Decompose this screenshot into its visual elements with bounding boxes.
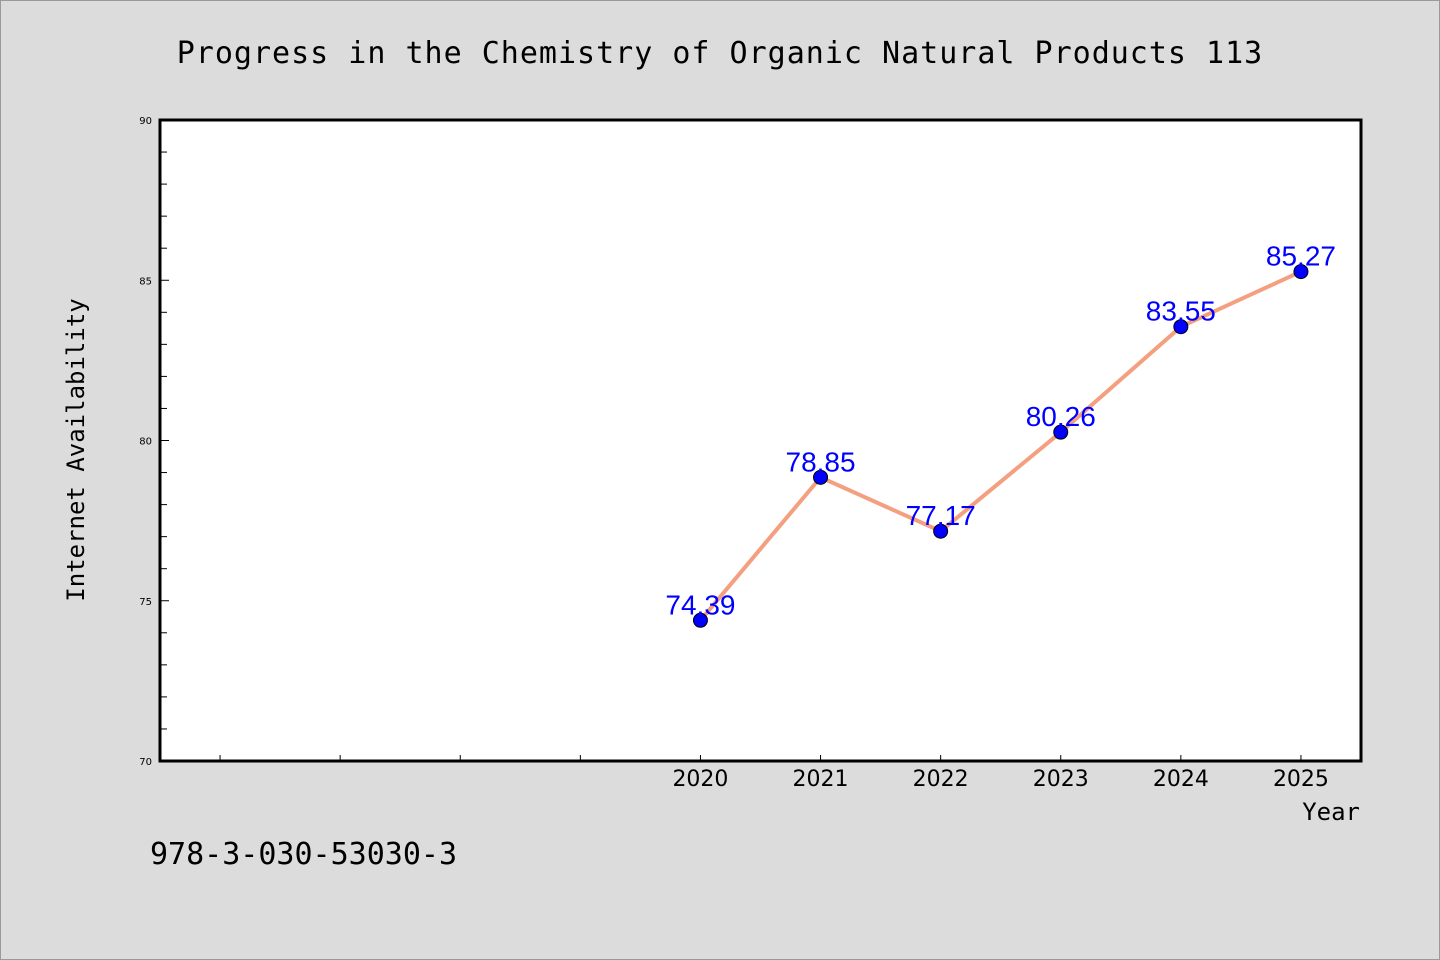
data-label: 74.39 — [665, 589, 735, 620]
data-point — [813, 469, 829, 485]
data-point — [692, 612, 708, 628]
isbn-text: 978-3-030-53030-3 — [150, 837, 457, 872]
x-tick-label: 2022 — [913, 767, 969, 792]
x-tick-label: 2025 — [1273, 767, 1329, 792]
data-point — [1053, 424, 1069, 440]
data-point — [1173, 319, 1189, 335]
y-tick-label: 80 — [139, 437, 152, 448]
y-tick-label: 85 — [139, 276, 152, 287]
data-label: 80.26 — [1026, 401, 1096, 432]
chart-title: Progress in the Chemistry of Organic Nat… — [177, 36, 1264, 71]
data-label: 77.17 — [906, 500, 976, 531]
data-label: 78.85 — [786, 446, 856, 477]
y-tick-label: 70 — [139, 757, 152, 768]
series-layer: 74.39 78.85 77.17 80.26 83.55 85.27 — [665, 241, 1336, 628]
x-axis-label: Year — [1302, 798, 1360, 826]
data-label: 83.55 — [1146, 296, 1216, 327]
x-axis-ticks: 2020 2021 2022 2023 2024 2025 — [219, 755, 1329, 792]
series-line — [698, 269, 1303, 623]
y-tick-label: 90 — [139, 116, 152, 127]
plot-area — [160, 120, 1361, 761]
x-tick-label: 2024 — [1153, 767, 1209, 792]
x-tick-label: 2021 — [793, 767, 849, 792]
data-point — [1293, 264, 1309, 280]
data-point — [933, 523, 949, 539]
x-tick-label: 2020 — [672, 767, 728, 792]
x-tick-label: 2023 — [1033, 767, 1089, 792]
y-axis-label: Internet Availability — [62, 298, 90, 601]
data-label: 85.27 — [1266, 241, 1336, 272]
plot-border — [158, 118, 1363, 763]
y-tick-label: 75 — [139, 597, 152, 608]
